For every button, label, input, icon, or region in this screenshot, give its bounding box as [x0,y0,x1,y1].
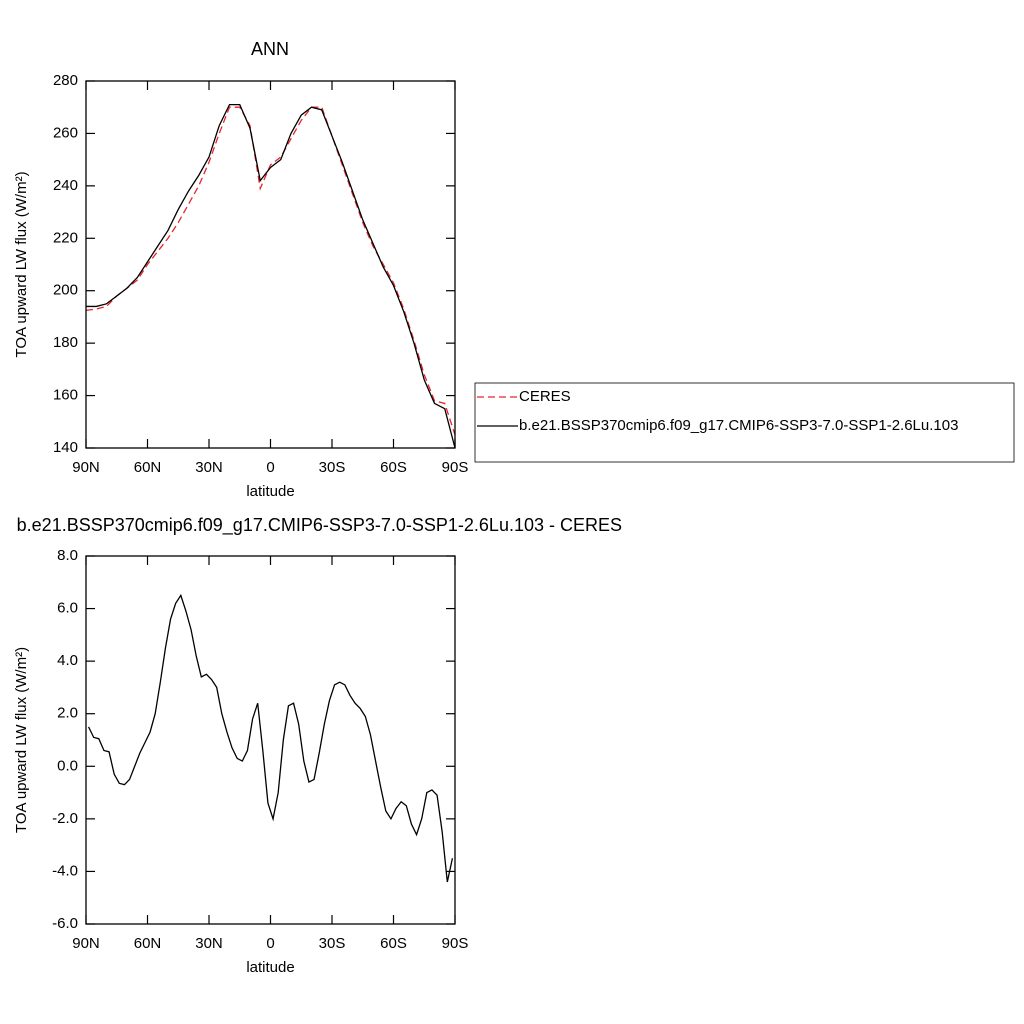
y-tick-label: 240 [53,177,78,194]
x-tick-label: 60N [134,935,162,952]
y-tick-label: 180 [53,334,78,351]
y-tick-label: 4.0 [57,652,78,669]
y-tick-label: 160 [53,387,78,404]
plot-frame [85,555,456,925]
x-axis-label: latitude [246,959,294,976]
legend-label: CERES [519,388,571,405]
y-tick-label: -6.0 [52,915,78,932]
x-tick-label: 0 [266,935,274,952]
y-tick-label: 2.0 [57,705,78,722]
x-tick-label: 90S [442,459,469,476]
x-tick-label: 30N [195,935,223,952]
y-tick-label: 8.0 [57,547,78,564]
plot-frame [85,80,456,449]
y-tick-label: -4.0 [52,862,78,879]
x-tick-label: 90N [72,935,100,952]
y-tick-label: 220 [53,229,78,246]
x-tick-label: 0 [266,459,274,476]
x-tick-label: 60S [380,935,407,952]
x-tick-label: 30N [195,459,223,476]
y-tick-label: -2.0 [52,810,78,827]
y-tick-label: 260 [53,124,78,141]
y-axis-label: TOA upward LW flux (W/m²) [13,171,30,357]
legend-label: b.e21.BSSP370cmip6.f09_g17.CMIP6-SSP3-7.… [519,417,958,434]
y-tick-label: 0.0 [57,757,78,774]
chart-title: ANN [251,39,289,59]
chart-title: b.e21.BSSP370cmip6.f09_g17.CMIP6-SSP3-7.… [17,515,622,536]
data-line [87,593,454,883]
x-tick-label: 60S [380,459,407,476]
x-tick-label: 30S [319,935,346,952]
y-axis-label: TOA upward LW flux (W/m²) [13,647,30,833]
x-tick-label: 30S [319,459,346,476]
y-tick-label: 6.0 [57,600,78,617]
y-tick-label: 280 [53,72,78,89]
legend-box [474,382,1015,463]
data-line [86,103,456,449]
x-tick-label: 90S [442,935,469,952]
x-tick-label: 60N [134,459,162,476]
data-line [85,106,456,436]
x-axis-label: latitude [246,483,294,500]
y-tick-label: 140 [53,439,78,456]
y-tick-label: 200 [53,282,78,299]
x-tick-label: 90N [72,459,100,476]
